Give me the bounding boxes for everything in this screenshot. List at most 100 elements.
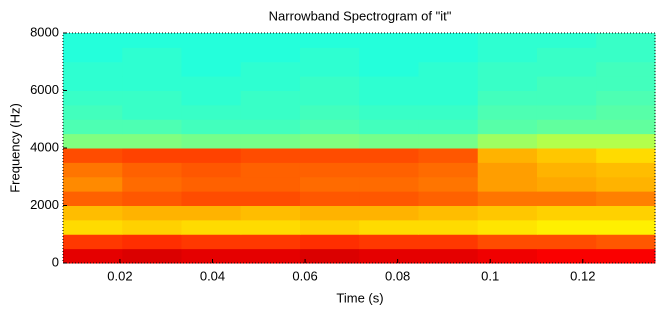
heat-cell: [478, 76, 538, 91]
heat-cell: [181, 134, 241, 149]
heat-cell: [300, 91, 360, 106]
heat-cell: [122, 162, 182, 177]
heat-cell: [418, 119, 478, 134]
heat-cell: [300, 177, 360, 192]
heat-cell: [359, 47, 419, 62]
heat-cell: [537, 47, 597, 62]
heat-cell: [418, 33, 478, 48]
heat-cell: [478, 234, 538, 249]
heat-cell: [181, 162, 241, 177]
heat-cell: [241, 249, 301, 264]
heat-cell: [300, 119, 360, 134]
heat-cell: [181, 62, 241, 77]
heat-cell: [63, 134, 123, 149]
heat-cell: [537, 105, 597, 120]
heat-cell: [537, 76, 597, 91]
heat-cell: [241, 234, 301, 249]
heat-cell: [122, 91, 182, 106]
heat-cell: [359, 91, 419, 106]
heat-cell: [122, 177, 182, 192]
heat-cell: [181, 91, 241, 106]
heat-cell: [537, 177, 597, 192]
heat-cell: [63, 162, 123, 177]
heat-cell: [596, 249, 655, 264]
heat-cell: [300, 191, 360, 206]
heat-cell: [596, 206, 655, 221]
chart: Narrowband Spectrogram of "it" Time (s) …: [0, 0, 657, 313]
heat-cell: [181, 76, 241, 91]
heat-cell: [181, 234, 241, 249]
heat-cell: [181, 47, 241, 62]
heat-cell: [537, 162, 597, 177]
heat-cell: [122, 191, 182, 206]
heat-cell: [596, 119, 655, 134]
heat-cell: [537, 206, 597, 221]
heat-cell: [181, 148, 241, 163]
heat-cell: [478, 206, 538, 221]
heat-cell: [596, 33, 655, 48]
heat-cell: [478, 162, 538, 177]
heat-cell: [418, 76, 478, 91]
heat-cell: [478, 105, 538, 120]
heat-cell: [596, 220, 655, 235]
heat-cell: [63, 220, 123, 235]
heat-cell: [537, 33, 597, 48]
heat-cell: [359, 220, 419, 235]
heat-cell: [478, 62, 538, 77]
heat-cell: [300, 62, 360, 77]
heat-cell: [63, 33, 123, 48]
heat-cell: [596, 105, 655, 120]
heat-cell: [359, 249, 419, 264]
heat-cell: [181, 119, 241, 134]
y-tick-label: 4000: [30, 139, 59, 154]
heat-cell: [241, 33, 301, 48]
heat-cell: [122, 148, 182, 163]
x-tick-label: 0.02: [107, 268, 132, 283]
heat-cell: [478, 191, 538, 206]
heat-cell: [418, 177, 478, 192]
heat-cell: [181, 33, 241, 48]
heat-cell: [63, 119, 123, 134]
heat-cell: [359, 148, 419, 163]
heat-cell: [181, 249, 241, 264]
heat-cell: [596, 148, 655, 163]
page: Narrowband Spectrogram of "it" Time (s) …: [0, 0, 657, 313]
y-tick-label: 2000: [30, 197, 59, 212]
heat-cell: [300, 234, 360, 249]
heat-cell: [300, 220, 360, 235]
heat-cell: [63, 47, 123, 62]
heat-cell: [418, 162, 478, 177]
heat-cell: [241, 91, 301, 106]
heat-cell: [596, 76, 655, 91]
heat-cell: [300, 76, 360, 91]
heat-cell: [122, 76, 182, 91]
heat-cell: [181, 177, 241, 192]
heat-cell: [122, 249, 182, 264]
heat-cell: [537, 91, 597, 106]
heat-cell: [241, 119, 301, 134]
heat-cell: [478, 249, 538, 264]
heat-cell: [359, 76, 419, 91]
heat-cell: [63, 105, 123, 120]
heat-cell: [300, 162, 360, 177]
heat-cell: [537, 62, 597, 77]
heat-cell: [359, 33, 419, 48]
heat-cell: [181, 105, 241, 120]
heat-cell: [122, 47, 182, 62]
heat-cell: [537, 249, 597, 264]
heat-cell: [122, 62, 182, 77]
heat-cell: [418, 206, 478, 221]
x-tick-label: 0.1: [481, 268, 499, 283]
heat-cell: [241, 206, 301, 221]
heat-cell: [359, 62, 419, 77]
heat-cell: [63, 148, 123, 163]
chart-title: Narrowband Spectrogram of "it": [269, 8, 452, 23]
heat-cell: [122, 119, 182, 134]
heat-cell: [596, 191, 655, 206]
heat-cell: [418, 148, 478, 163]
heat-cell: [241, 62, 301, 77]
heat-cell: [300, 148, 360, 163]
heat-cell: [478, 134, 538, 149]
heat-cell: [122, 33, 182, 48]
heat-cell: [181, 191, 241, 206]
